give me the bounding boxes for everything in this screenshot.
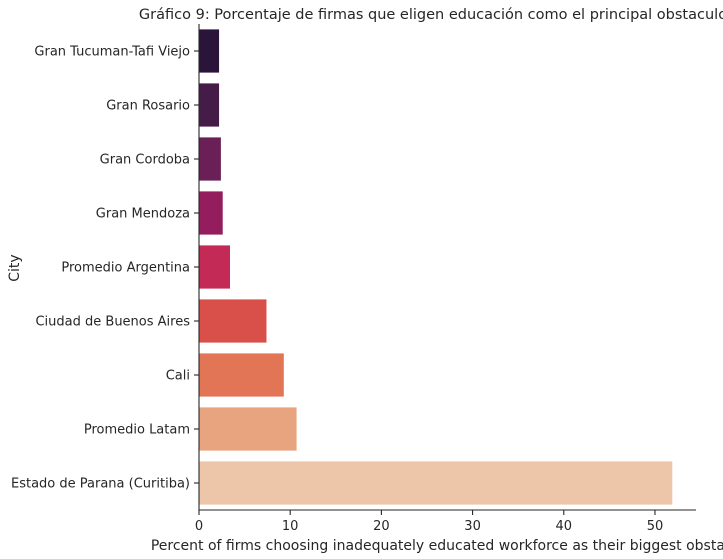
y-tick-label: Gran Rosario — [106, 99, 190, 114]
y-tick-label: Promedio Latam — [84, 423, 190, 438]
y-tick-label: Gran Mendoza — [96, 207, 190, 222]
bar — [199, 245, 231, 289]
x-tick-label: 30 — [464, 519, 481, 534]
bar — [199, 299, 267, 343]
bars-group — [199, 29, 673, 505]
y-tick-label: Cali — [166, 369, 190, 384]
x-axis-label: Percent of firms choosing inadequately e… — [151, 538, 723, 554]
x-tick-label: 20 — [373, 519, 390, 534]
y-tick-label: Gran Cordoba — [100, 153, 190, 168]
bar — [199, 137, 221, 181]
chart-title: Gráfico 9: Porcentaje de firmas que elig… — [139, 7, 723, 23]
x-axis-ticks: 0 10 20 30 40 50 — [195, 510, 663, 534]
x-tick-label: 10 — [282, 519, 299, 534]
bar — [199, 191, 223, 235]
x-tick-label: 50 — [647, 519, 664, 534]
y-tick-label: Estado de Parana (Curitiba) — [11, 477, 190, 492]
y-tick-label: Gran Tucuman-Tafi Viejo — [34, 45, 190, 60]
bar — [199, 83, 220, 127]
bar — [199, 29, 220, 73]
bar — [199, 353, 284, 397]
bar — [199, 461, 673, 505]
x-tick-label: 40 — [555, 519, 572, 534]
y-tick-label: Promedio Argentina — [61, 261, 190, 276]
x-tick-label: 0 — [195, 519, 203, 534]
y-axis-ticks: Gran Tucuman-Tafi Viejo Gran Rosario Gran … — [11, 45, 199, 492]
y-axis-label: City — [7, 254, 23, 281]
y-tick-label: Ciudad de Buenos Aires — [35, 315, 190, 330]
bar — [199, 407, 297, 451]
